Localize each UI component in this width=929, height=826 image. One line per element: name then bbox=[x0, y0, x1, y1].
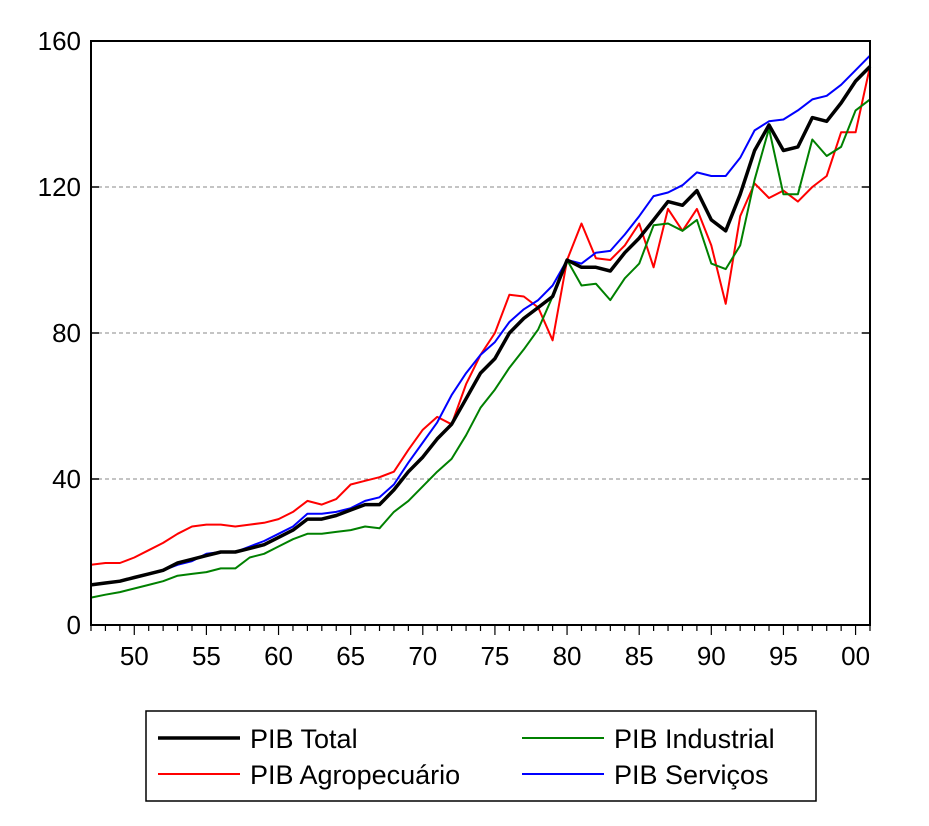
y-tick-label: 0 bbox=[67, 610, 81, 640]
legend-label-pib-servicos: PIB Serviços bbox=[614, 760, 769, 790]
x-axis-ticks: 50 55 60 65 70 75 80 85 90 95 00 bbox=[90, 625, 871, 671]
x-tick-label: 90 bbox=[697, 641, 726, 671]
x-tick-label: 75 bbox=[480, 641, 509, 671]
x-tick-label: 50 bbox=[120, 641, 149, 671]
x-tick-label: 70 bbox=[408, 641, 437, 671]
y-axis-ticks: 0 40 80 120 160 bbox=[38, 26, 870, 640]
x-tick-label: 00 bbox=[841, 641, 870, 671]
series-line-pib-total bbox=[90, 65, 872, 587]
x-tick-label: 80 bbox=[553, 641, 582, 671]
series-line-pib-industrial bbox=[90, 98, 871, 599]
plot-frame bbox=[90, 40, 871, 626]
x-tick-label: 95 bbox=[769, 641, 798, 671]
y-tick-label: 40 bbox=[52, 464, 81, 494]
legend-label-pib-total: PIB Total bbox=[250, 724, 358, 754]
x-tick-label: 65 bbox=[336, 641, 365, 671]
x-tick-label: 85 bbox=[625, 641, 654, 671]
y-tick-label: 120 bbox=[38, 172, 81, 202]
y-tick-label: 160 bbox=[38, 26, 81, 56]
legend-box bbox=[145, 710, 817, 802]
series-lines bbox=[90, 54, 872, 599]
x-tick-label: 55 bbox=[192, 641, 221, 671]
x-tick-label: 60 bbox=[264, 641, 293, 671]
legend-label-pib-industrial: PIB Industrial bbox=[614, 724, 775, 754]
series-line-pib-servicos bbox=[90, 54, 871, 586]
y-tick-label: 80 bbox=[52, 318, 81, 348]
series-line-pib-agropecuario bbox=[90, 66, 871, 566]
legend: PIB Total PIB Agropecuário PIB Industria… bbox=[145, 710, 817, 802]
legend-label-pib-agropecuario: PIB Agropecuário bbox=[250, 760, 460, 790]
gridlines bbox=[91, 186, 870, 480]
